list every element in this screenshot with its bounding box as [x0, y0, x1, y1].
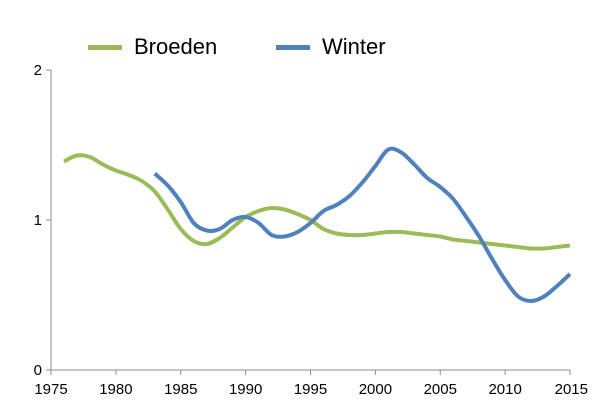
- series-layer: [63, 146, 572, 303]
- series-line-winter: [153, 146, 572, 303]
- x-tick-label: 1995: [294, 381, 327, 398]
- y-tick-label: 2: [34, 62, 42, 79]
- y-tick-label: 0: [34, 362, 42, 379]
- x-tick-label: 2000: [359, 381, 392, 398]
- y-tick-label: 1: [34, 212, 42, 229]
- legend-label-winter: Winter: [322, 34, 386, 59]
- legend: Broeden Winter: [0, 34, 600, 60]
- x-tick-label: 2015: [555, 381, 588, 398]
- legend-swatch-broeden: [88, 44, 122, 50]
- series-line-broeden: [63, 153, 571, 251]
- axes: 0 1 2 1975 1980 1985 1990 1995 2000 2005 2010 2015: [34, 62, 588, 398]
- legend-item-winter: Winter: [276, 34, 386, 60]
- legend-label-broeden: Broeden: [134, 34, 218, 59]
- x-tick-label: 2010: [488, 381, 521, 398]
- legend-swatch-winter: [276, 44, 310, 50]
- x-tick-label: 1990: [229, 381, 262, 398]
- x-tick-label: 2005: [424, 381, 457, 398]
- x-tick-label: 1975: [34, 381, 67, 398]
- x-tick-label: 1980: [99, 381, 132, 398]
- legend-item-broeden: Broeden: [88, 34, 217, 60]
- x-tick-label: 1985: [164, 381, 197, 398]
